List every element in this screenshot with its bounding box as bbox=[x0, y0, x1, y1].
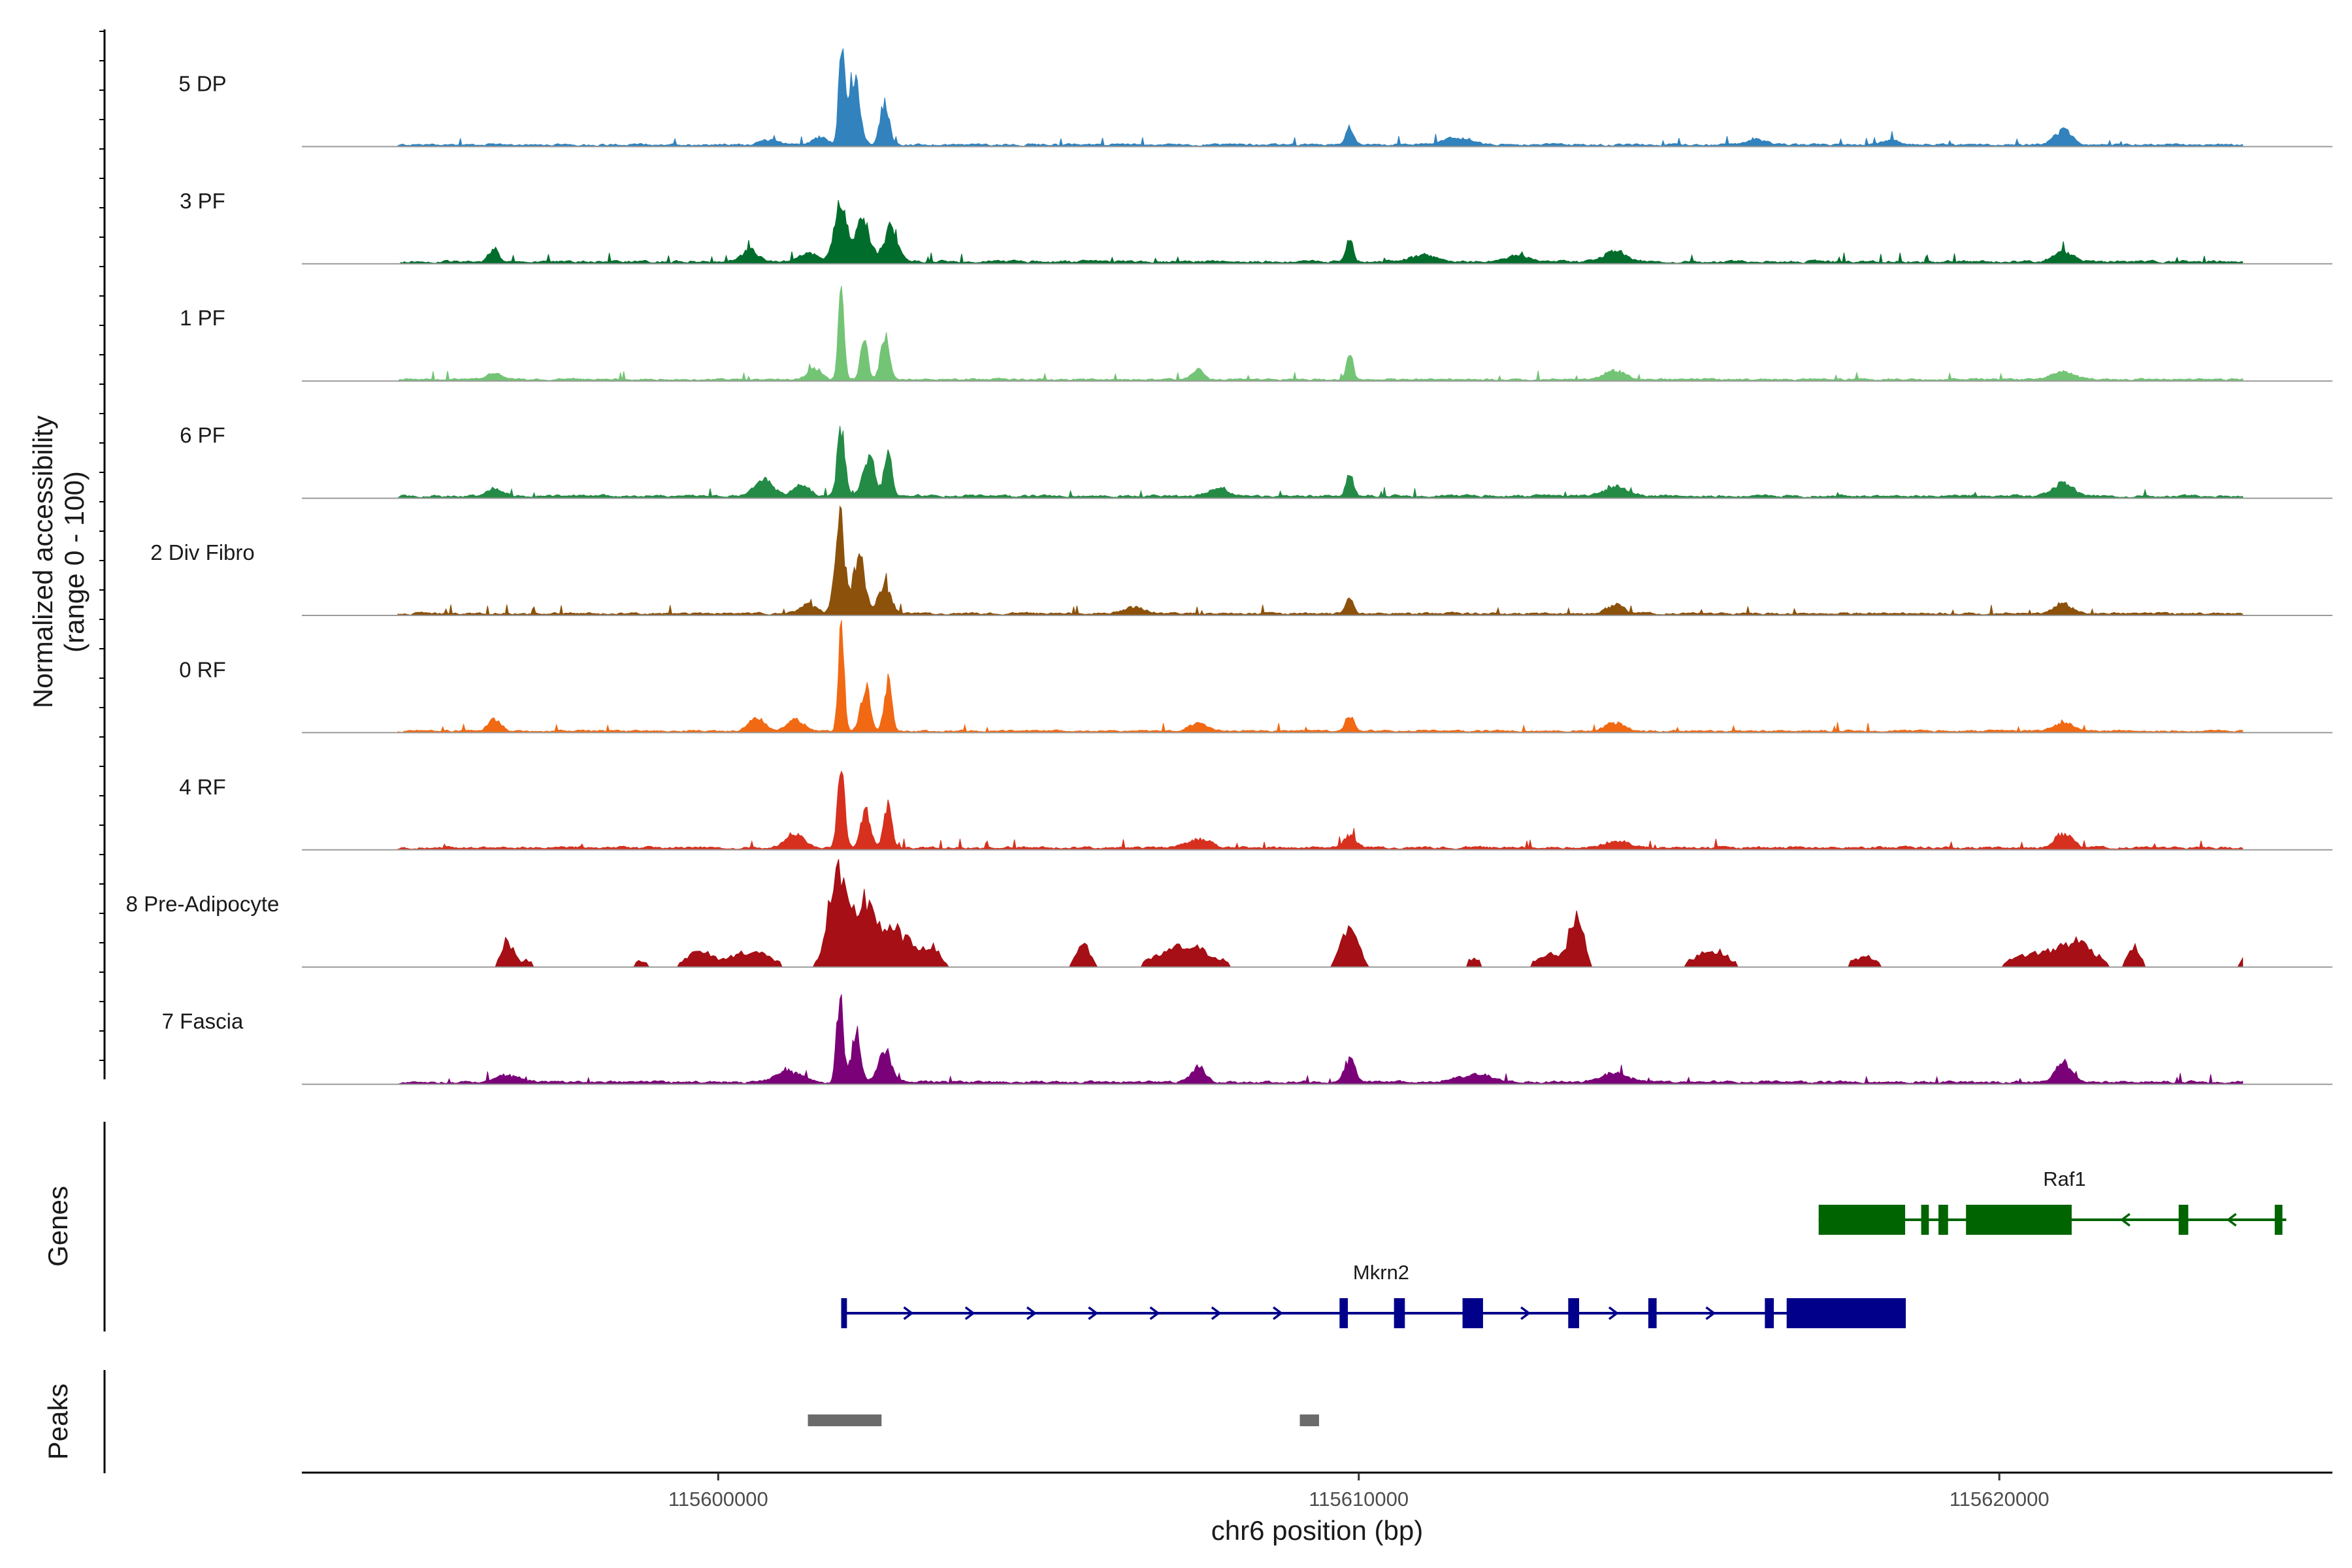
x-tick-label: 115600000 bbox=[668, 1488, 768, 1511]
exon bbox=[1786, 1298, 1906, 1328]
coverage-area bbox=[397, 994, 2244, 1085]
gene-annotation-track: Mkrn2 Raf1 bbox=[841, 1168, 2287, 1328]
gene-raf1: Raf1 bbox=[1818, 1168, 2287, 1235]
peak-track bbox=[808, 1414, 1319, 1426]
x-tick-label: 115620000 bbox=[1950, 1488, 2050, 1511]
track-label: 6 PF bbox=[180, 423, 225, 448]
track-1-pf: 1 PF bbox=[180, 286, 2332, 382]
peak-region bbox=[808, 1414, 882, 1426]
coverage-area bbox=[397, 770, 2244, 851]
track-0-rf: 0 RF bbox=[179, 620, 2332, 734]
track-label: 0 RF bbox=[179, 657, 226, 681]
coverage-tracks: 5 DP 3 PF 1 PF 6 PF 2 Div Fibro 0 RF 4 RF 8 Pre… bbox=[126, 48, 2332, 1085]
track-6-pf: 6 PF bbox=[180, 423, 2332, 499]
track-7-fascia: 7 Fascia bbox=[162, 994, 2332, 1085]
y-axis-title: Normalized accessibility (range 0 - 100) bbox=[27, 416, 90, 708]
exon bbox=[1462, 1298, 1483, 1328]
strand-arrow bbox=[1520, 1306, 1531, 1320]
track-2-div-fibro: 2 Div Fibro bbox=[150, 505, 2332, 616]
exon bbox=[1568, 1298, 1580, 1328]
exon bbox=[1765, 1298, 1774, 1328]
exon bbox=[1966, 1205, 2072, 1235]
coverage-area bbox=[397, 505, 2244, 616]
strand-arrow bbox=[1149, 1306, 1160, 1320]
coverage-area bbox=[397, 286, 2244, 382]
exon bbox=[1938, 1205, 1948, 1235]
coverage-area bbox=[397, 48, 2244, 147]
exon bbox=[1394, 1298, 1405, 1328]
coverage-area bbox=[397, 425, 2244, 499]
y-axis-title-line-2: (range 0 - 100) bbox=[59, 471, 90, 653]
exon bbox=[1818, 1205, 1906, 1235]
exon bbox=[2274, 1205, 2283, 1235]
track-label: 5 DP bbox=[178, 71, 226, 95]
track-label: 2 Div Fibro bbox=[150, 540, 255, 564]
coverage-y-ticks bbox=[99, 31, 105, 1061]
track-4-rf: 4 RF bbox=[179, 770, 2332, 851]
track-5-dp: 5 DP bbox=[178, 48, 2332, 148]
exon bbox=[841, 1298, 847, 1328]
y-axis-title-line-1: Normalized accessibility bbox=[27, 416, 58, 708]
exon bbox=[1921, 1205, 1929, 1235]
strand-arrow bbox=[1211, 1306, 1222, 1320]
strand-arrow bbox=[903, 1306, 914, 1320]
x-axis-title: chr6 position (bp) bbox=[1211, 1515, 1424, 1546]
track-label: 8 Pre-Adipocyte bbox=[126, 892, 280, 916]
strand-arrow bbox=[1608, 1306, 1619, 1320]
coverage-area bbox=[397, 620, 2244, 733]
exon bbox=[1648, 1298, 1657, 1328]
strand-arrow bbox=[1088, 1306, 1099, 1320]
x-tick-label: 115610000 bbox=[1309, 1488, 1409, 1511]
strand-arrow bbox=[2119, 1213, 2131, 1227]
peak-region bbox=[1299, 1414, 1319, 1426]
x-axis-ticks: 115600000 115610000 115620000 bbox=[668, 1473, 2050, 1511]
exon bbox=[1339, 1298, 1348, 1328]
gene-mkrn2: Mkrn2 bbox=[841, 1261, 1906, 1328]
peaks-panel-title: Peaks bbox=[42, 1384, 73, 1460]
strand-arrow bbox=[1273, 1306, 1283, 1320]
genes-panel-title: Genes bbox=[42, 1186, 73, 1267]
coverage-area bbox=[398, 200, 2244, 265]
track-label: 1 PF bbox=[180, 306, 225, 330]
track-label: 7 Fascia bbox=[162, 1009, 244, 1034]
track-label: 4 RF bbox=[179, 775, 226, 799]
track-label: 3 PF bbox=[180, 189, 225, 213]
strand-arrow bbox=[964, 1306, 975, 1320]
strand-arrow bbox=[1026, 1306, 1037, 1320]
gene-name-label: Mkrn2 bbox=[1353, 1261, 1409, 1284]
track-3-pf: 3 PF bbox=[180, 189, 2332, 265]
exon bbox=[2178, 1205, 2189, 1235]
strand-arrow bbox=[2226, 1213, 2237, 1227]
strand-arrow bbox=[1705, 1306, 1716, 1320]
track-8-pre-adipocyte: 8 Pre-Adipocyte bbox=[126, 858, 2332, 968]
gene-name-label: Raf1 bbox=[2043, 1168, 2085, 1190]
